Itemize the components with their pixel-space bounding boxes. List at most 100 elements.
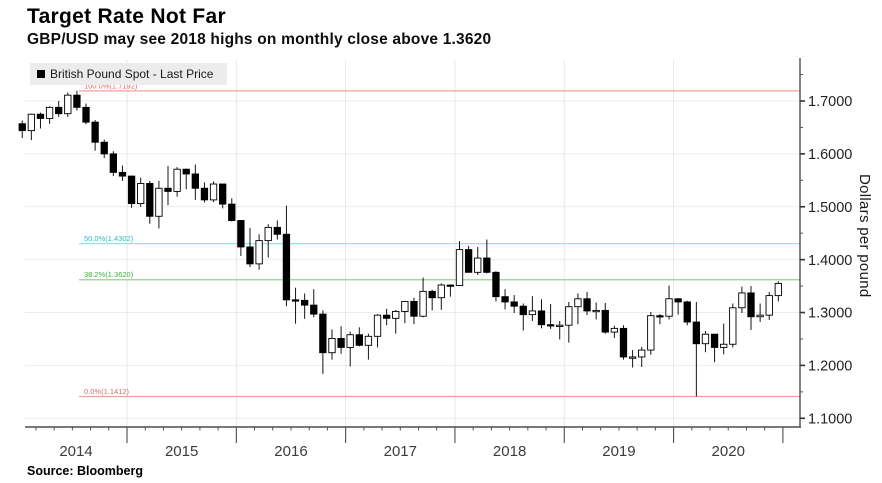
- candle-2015-02: [137, 183, 145, 205]
- legend-marker-icon: [37, 70, 45, 78]
- candle-2014-03: [36, 113, 45, 119]
- candle-2017-11: [437, 284, 445, 299]
- candle-2020-10: [756, 314, 764, 318]
- candle-2020-01: [674, 298, 682, 303]
- candle-2014-12: [118, 171, 127, 177]
- candle-2018-06: [501, 296, 509, 303]
- candle-2015-08: [191, 173, 199, 189]
- candle-2018-04: [483, 257, 491, 273]
- candle-2016-12: [337, 337, 345, 348]
- candle-2019-11: [656, 315, 664, 318]
- candle-2018-01: [455, 249, 464, 287]
- candle-2020-08: [738, 292, 746, 309]
- x-year-label: 2019: [602, 443, 635, 460]
- candle-2014-07: [73, 94, 81, 108]
- candle-2017-03: [364, 335, 373, 346]
- candle-2017-01: [346, 334, 354, 348]
- y-tick-label: 1.2000: [808, 359, 852, 375]
- candle-2020-03: [692, 321, 701, 345]
- candle-2014-05: [55, 106, 63, 115]
- page-subtitle: GBP/USD may see 2018 highs on monthly cl…: [27, 31, 492, 48]
- candle-2019-04: [592, 309, 600, 313]
- y-tick-label: 1.5000: [808, 200, 852, 216]
- x-year-label: 2016: [274, 443, 307, 460]
- candle-2014-11: [109, 153, 118, 173]
- candle-2018-08: [519, 305, 527, 316]
- candle-2017-04: [373, 314, 382, 337]
- candle-2020-04: [701, 333, 710, 345]
- candle-2014-04: [45, 106, 54, 119]
- candle-2014-10: [100, 141, 108, 155]
- candle-2014-06: [64, 94, 72, 115]
- candle-2016-07: [291, 299, 300, 302]
- candle-2019-01: [565, 306, 573, 326]
- candle-2019-10: [647, 315, 655, 351]
- candle-2019-03: [583, 298, 591, 312]
- candle-2018-02: [464, 249, 473, 273]
- candle-2019-09: [638, 349, 646, 358]
- x-year-label: 2020: [712, 443, 745, 460]
- candle-2014-02: [27, 113, 36, 132]
- candle-2018-05: [492, 271, 500, 298]
- x-year-label: 2018: [493, 443, 526, 460]
- candle-2016-11: [328, 337, 336, 354]
- candle-2016-02: [246, 246, 254, 265]
- x-year-label: 2014: [59, 443, 92, 460]
- candle-2015-01: [127, 175, 136, 205]
- fib-label: 100.0%(1.7192): [84, 81, 138, 90]
- candle-2015-11: [219, 183, 227, 205]
- candle-2019-12: [665, 298, 673, 317]
- candle-2016-03: [255, 240, 263, 265]
- candle-2014-01: [18, 123, 26, 132]
- legend-label: British Pound Spot - Last Price: [50, 67, 214, 81]
- candle-2016-08: [301, 299, 309, 306]
- candle-2019-02: [574, 298, 582, 308]
- y-tick-label: 1.4000: [808, 253, 852, 269]
- candle-2015-10: [209, 183, 218, 201]
- source-note: Source: Bloomberg: [27, 464, 143, 478]
- fib-label: 0.0%(1.1412): [84, 387, 130, 396]
- candle-2017-09: [419, 290, 427, 317]
- candle-2016-01: [237, 220, 245, 248]
- candle-2020-02: [683, 301, 691, 323]
- y-tick-label: 1.3000: [808, 306, 852, 322]
- candle-2015-03: [146, 183, 154, 217]
- candle-2019-06: [610, 327, 619, 333]
- x-year-label: 2017: [384, 443, 417, 460]
- candle-2018-07: [510, 301, 518, 307]
- candle-2015-06: [173, 168, 181, 192]
- candle-2017-12: [446, 284, 455, 287]
- candle-2020-12: [774, 282, 782, 297]
- fib-label: 38.2%(1.3620): [84, 270, 134, 279]
- candle-2018-03: [474, 257, 482, 273]
- candle-2017-05: [382, 314, 391, 319]
- candle-2016-06: [282, 233, 291, 301]
- candle-2019-05: [601, 309, 609, 333]
- candle-2016-04: [264, 226, 272, 242]
- candle-2017-06: [392, 311, 400, 319]
- page-title: Target Rate Not Far: [27, 5, 227, 28]
- candle-2020-06: [720, 343, 728, 348]
- candle-2014-09: [91, 121, 99, 143]
- candle-2020-07: [729, 307, 737, 345]
- candle-2016-10: [319, 313, 327, 354]
- candle-2017-08: [410, 300, 418, 317]
- x-year-label: 2015: [165, 443, 198, 460]
- y-tick-label: 1.6000: [808, 147, 852, 163]
- candle-2015-09: [200, 187, 209, 201]
- candle-2015-05: [164, 187, 172, 192]
- candle-2015-12: [228, 203, 236, 221]
- candle-2018-10: [537, 310, 546, 326]
- candle-2015-04: [155, 187, 163, 217]
- candle-2018-12: [556, 324, 564, 327]
- candle-2019-07: [619, 327, 628, 358]
- candle-2019-08: [628, 356, 637, 359]
- candle-2014-08: [82, 106, 90, 123]
- candle-2018-09: [528, 310, 537, 316]
- candle-2020-05: [710, 333, 719, 348]
- legend: British Pound Spot - Last Price: [30, 63, 228, 85]
- candle-2015-07: [182, 168, 190, 175]
- candle-2017-02: [355, 334, 363, 346]
